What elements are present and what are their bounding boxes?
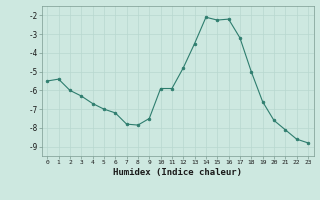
- X-axis label: Humidex (Indice chaleur): Humidex (Indice chaleur): [113, 168, 242, 177]
